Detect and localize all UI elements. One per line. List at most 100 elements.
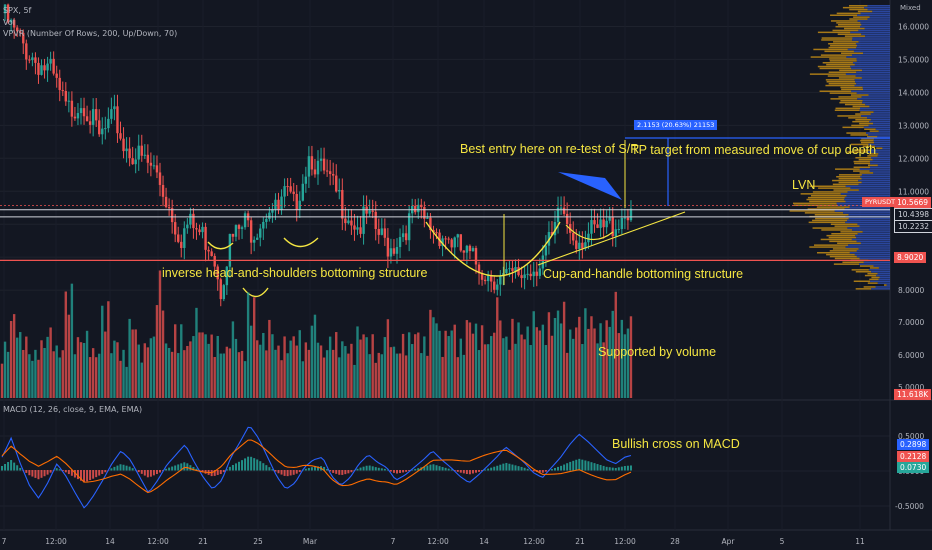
macd-hist-bar (274, 470, 277, 472)
candle-body (189, 213, 192, 225)
candle-body (180, 241, 183, 248)
vpvr-bar-up (846, 132, 867, 134)
macd-indicator-label[interactable]: MACD (12, 26, close, 9, EMA, EMA) (3, 405, 143, 414)
volume-bar (423, 336, 426, 398)
candle-body (259, 228, 262, 238)
candle-body (85, 116, 89, 122)
candle-body (104, 128, 107, 130)
macd-hist-bar (101, 470, 104, 474)
volume-bar (283, 336, 286, 398)
macd-hist-bar (58, 469, 61, 471)
vpvr-bar-up (835, 25, 861, 28)
annotation-lvn: LVN (792, 178, 816, 192)
candle-body (426, 217, 429, 219)
vpvr-bar-up (862, 145, 876, 148)
vpvr-bar-up (859, 172, 874, 174)
volume-bar (377, 352, 380, 398)
macd-hist-bar (581, 459, 584, 471)
vpvr-bar-up (821, 39, 853, 41)
vpvr-bar-up (827, 75, 856, 77)
vpvr-bar-up (857, 10, 873, 13)
symbol-label[interactable]: SPX, 5f (3, 6, 32, 15)
volume-bar (353, 364, 356, 398)
vpvr-bar-up (842, 126, 864, 129)
candle-body (511, 268, 514, 272)
vpvr-bar-down (862, 100, 890, 102)
vpvr-bar-down (869, 105, 890, 108)
candle-body (274, 199, 277, 210)
vpvr-bar-up (876, 147, 883, 149)
vpvr-bar-up (850, 134, 869, 136)
vpvr-bar-down (863, 261, 890, 263)
vpvr-bar-up (871, 276, 880, 279)
vpvr-bar-down (857, 98, 890, 100)
macd-hist-bar (247, 456, 250, 471)
volume-bar (70, 283, 74, 398)
candle-body (407, 213, 411, 241)
candle-body (34, 57, 37, 63)
vpvr-indicator-label[interactable]: VPVR (Number Of Rows, 200, Up/Down, 70) (3, 29, 178, 38)
macd-hist-bar (326, 468, 329, 471)
volume-bar (629, 316, 633, 398)
vpvr-bar-up (861, 138, 875, 140)
macd-hist-bar (572, 460, 575, 471)
vpvr-bar-up (832, 29, 859, 32)
volume-bar (219, 353, 222, 398)
time-tick-label: 14 (105, 537, 115, 546)
scale-mode-label[interactable]: Mixed (900, 4, 921, 12)
volume-bar (289, 340, 292, 398)
vpvr-bar-down (857, 44, 890, 47)
vpvr-bar-up (828, 82, 857, 85)
candle-body (183, 228, 186, 248)
volume-bar (502, 338, 505, 398)
volume-bar (395, 353, 399, 398)
candle-body (392, 248, 396, 254)
candle-body (158, 172, 162, 185)
vpvr-bar-up (810, 195, 847, 197)
macd-hist-bar (481, 470, 484, 471)
volume-bar (252, 297, 256, 398)
vpvr-bar-down (845, 246, 890, 248)
volume-bar (581, 344, 584, 398)
vpvr-bar-down (869, 120, 890, 123)
time-tick-label: 12:00 (427, 537, 449, 546)
candle-body (575, 240, 578, 249)
volume-bar (590, 316, 593, 398)
volume-indicator-label[interactable]: Vol (3, 18, 15, 27)
volume-bar (201, 332, 204, 398)
macd-tag-2: 0.2128 (897, 451, 930, 462)
vpvr-bar-up (847, 151, 867, 153)
volume-bar (322, 357, 326, 398)
candle-body (319, 158, 323, 161)
vpvr-bar-down (852, 62, 890, 64)
volume-bar (499, 320, 502, 398)
candle-body (605, 220, 608, 228)
candle-body (307, 156, 311, 177)
vpvr-bar-up (855, 157, 871, 159)
vpvr-bar-up (824, 50, 854, 53)
candle-body (523, 274, 526, 279)
macd-hist-bar (55, 468, 58, 471)
macd-hist-bar (423, 466, 426, 471)
vpvr-bar-up (812, 219, 848, 222)
volume-bar (465, 320, 469, 398)
volume-bar (210, 334, 213, 398)
macd-hist-bar (323, 466, 326, 471)
volume-bar (453, 324, 456, 398)
macd-hist-bar (392, 470, 395, 473)
volume-bar (243, 361, 247, 398)
volume-bar (122, 349, 125, 398)
vpvr-bar-up (826, 63, 855, 66)
macd-tag-3: 0.0730 (897, 462, 930, 473)
vpvr-bar-down (857, 233, 890, 235)
volume-bar (237, 352, 241, 398)
vpvr-bar-down (861, 177, 890, 180)
volume-bar (365, 337, 368, 398)
vpvr-bar-up (812, 191, 848, 193)
vpvr-bar-up (849, 8, 868, 11)
candle-body (535, 271, 538, 276)
vpvr-bar-up (832, 248, 859, 250)
vpvr-bar-up (837, 115, 862, 117)
volume-bar (614, 291, 617, 398)
